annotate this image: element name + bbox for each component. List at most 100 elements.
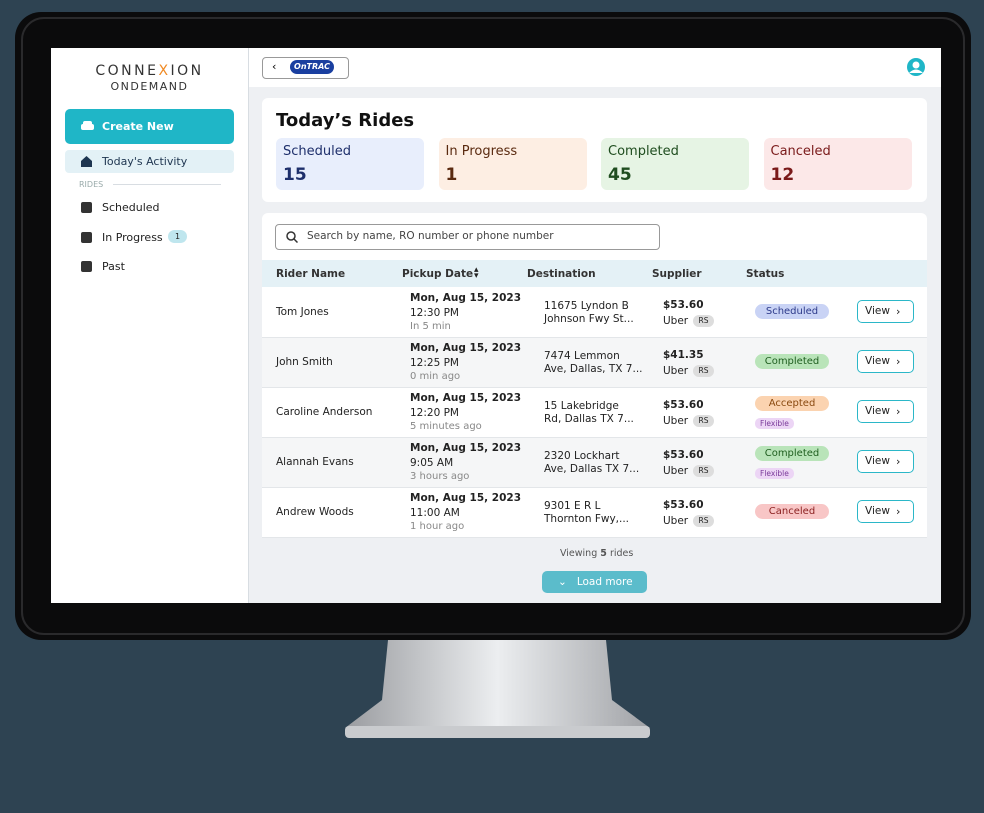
- logo: OnTRAC: [290, 60, 334, 74]
- destination: 15 Lakebridge: [544, 400, 619, 412]
- pickup-date: Mon, Aug 15, 2023: [410, 392, 522, 404]
- back-button[interactable]: ‹ OnTRAC: [262, 57, 349, 79]
- table-header: [262, 260, 927, 287]
- supplier: Uber: [663, 515, 689, 527]
- top-bar: ‹ OnTRAC: [249, 48, 941, 87]
- pickup-time: 12:25 PM: [410, 357, 459, 369]
- viewing-count: Viewing 5 rides: [560, 548, 633, 559]
- supplier-tag: RS: [693, 365, 714, 377]
- pickup-date: Mon, Aug 15, 2023: [410, 292, 522, 304]
- destination: 7474 Lemmon: [544, 350, 620, 362]
- table-row: Andrew Woods Mon, Aug 15, 2023 11:00 AM 1 h…: [262, 488, 927, 538]
- pickup-relative: 5 minutes ago: [410, 421, 482, 432]
- section-label: RIDES: [79, 180, 104, 189]
- table-row: Caroline Anderson Mon, Aug 15, 2023 12:20 …: [262, 388, 927, 438]
- viewing-text: Viewing: [560, 548, 598, 559]
- stat-card: Completed 45: [601, 138, 749, 190]
- supplier: Uber: [663, 415, 689, 427]
- stat-count: 15: [283, 165, 307, 185]
- rider-name: Caroline Anderson: [276, 406, 373, 418]
- view-chevron: ›: [896, 455, 901, 468]
- search-box[interactable]: Search by name, RO number or phone numbe…: [275, 224, 660, 250]
- supplier-tag: RS: [693, 315, 714, 327]
- brand-part: CONNE: [95, 63, 159, 79]
- logo-part: TRAC: [306, 62, 330, 71]
- column-header: Supplier: [652, 268, 702, 280]
- screen: CONNEXION ONDEMAND Create New Today's Ac…: [51, 48, 941, 603]
- sidebar: CONNEXION ONDEMAND Create New Today's Ac…: [51, 48, 249, 603]
- status-pill: Completed: [755, 354, 829, 369]
- rider-name: Alannah Evans: [276, 456, 354, 468]
- viewing-text: rides: [609, 548, 634, 559]
- stat-card: In Progress 1: [438, 138, 587, 190]
- view-chevron: ›: [896, 355, 901, 368]
- load-label: Load more: [576, 576, 633, 588]
- pickup-date: Mon, Aug 15, 2023: [410, 342, 522, 354]
- column-header: Status: [746, 268, 785, 280]
- stat-label: Scheduled: [283, 144, 351, 159]
- pickup-date: Mon, Aug 15, 2023: [410, 492, 522, 504]
- nav-item[interactable]: Scheduled: [65, 198, 234, 218]
- stat-label: Completed: [608, 144, 679, 159]
- create-button[interactable]: Create New: [65, 109, 234, 144]
- supplier: Uber: [663, 465, 689, 477]
- status-pill: Completed: [755, 446, 829, 461]
- price: $41.35: [663, 349, 704, 361]
- destination: 9301 E R L: [544, 500, 601, 512]
- nav-badge: 1: [168, 229, 187, 243]
- stat-count: 12: [770, 165, 795, 185]
- destination: Ave, Dallas, TX 7...: [544, 363, 643, 375]
- flex-tag: Flexible: [755, 418, 794, 429]
- create-label: Create New: [102, 120, 174, 133]
- car-icon: [81, 121, 94, 130]
- price: $53.60: [663, 449, 704, 461]
- pickup-time: 12:20 PM: [410, 407, 459, 419]
- view-button[interactable]: View ›: [857, 400, 914, 423]
- stat-label: Canceled: [770, 144, 831, 159]
- nav-item[interactable]: Past: [65, 257, 234, 277]
- summary-title: Today’s Rides: [276, 110, 415, 131]
- pickup-date: Mon, Aug 15, 2023: [410, 442, 522, 454]
- supplier: Uber: [663, 365, 689, 377]
- column-header: Destination: [527, 268, 596, 280]
- rider-name: John Smith: [276, 356, 333, 368]
- back-arrow: ‹: [272, 60, 277, 73]
- status-pill: Accepted: [755, 396, 829, 411]
- table-row: Alannah Evans Mon, Aug 15, 2023 9:05 AM 3 h…: [262, 438, 927, 488]
- rides-table: Search by name, RO number or phone numbe…: [262, 213, 927, 538]
- price: $53.60: [663, 299, 704, 311]
- nav-icon: [81, 261, 92, 272]
- search-placeholder: Search by name, RO number or phone numbe…: [307, 230, 554, 242]
- flex-tag: Flexible: [755, 468, 794, 479]
- divider: [113, 184, 221, 185]
- nav-label: Scheduled: [102, 201, 160, 214]
- search-icon: [286, 231, 298, 243]
- chevron: ⌄: [558, 576, 567, 588]
- nav-item[interactable]: In Progress 1: [65, 228, 234, 248]
- pickup-time: 12:30 PM: [410, 307, 459, 319]
- logo-part: On: [294, 62, 307, 71]
- view-button[interactable]: View ›: [857, 350, 914, 373]
- column-header: Pickup Date: [402, 268, 474, 280]
- pickup-relative: In 5 min: [410, 321, 451, 332]
- view-button[interactable]: View ›: [857, 450, 914, 473]
- brand: CONNEXION: [51, 63, 248, 79]
- pickup-relative: 1 hour ago: [410, 521, 465, 532]
- pickup-relative: 0 min ago: [410, 371, 461, 382]
- today-link[interactable]: Today's Activity: [65, 150, 234, 173]
- view-button[interactable]: View ›: [857, 300, 914, 323]
- nav-label: In Progress: [102, 230, 163, 244]
- today-label: Today's Activity: [102, 155, 188, 168]
- view-button[interactable]: View ›: [857, 500, 914, 523]
- table-row: John Smith Mon, Aug 15, 2023 12:25 PM 0 min…: [262, 338, 927, 388]
- summary: Today’s Rides Scheduled 15 In Progress 1 Com…: [262, 98, 927, 202]
- supplier-tag: RS: [693, 515, 714, 527]
- brand-sub: ONDEMAND: [110, 80, 189, 93]
- sort-icon[interactable]: ▴ ▾: [474, 265, 479, 281]
- load-more[interactable]: ⌄ Load more: [542, 571, 647, 593]
- nav-icon: [81, 202, 92, 213]
- pickup-relative: 3 hours ago: [410, 471, 470, 482]
- pickup-time: 9:05 AM: [410, 457, 454, 469]
- profile-icon[interactable]: [905, 58, 927, 76]
